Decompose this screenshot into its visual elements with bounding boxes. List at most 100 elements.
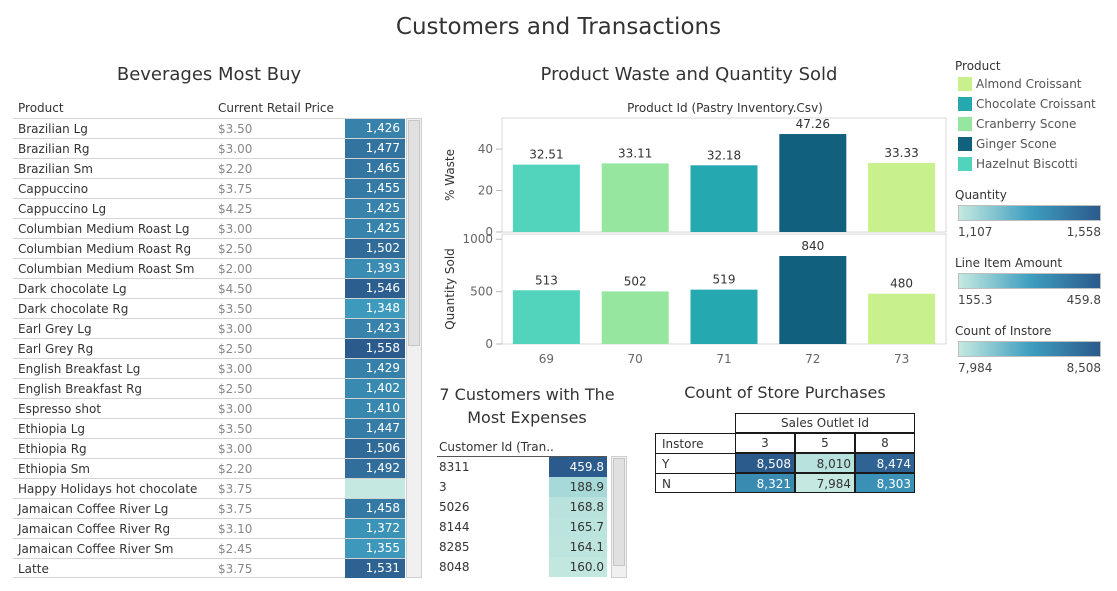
store-count-cell: 8,010 — [795, 453, 855, 473]
quantity-bar[interactable] — [601, 291, 669, 344]
beverage-price: $2.20 — [218, 462, 253, 476]
beverage-quantity-cell: 1,348 — [345, 299, 405, 318]
quantity-bar[interactable] — [868, 293, 936, 344]
beverage-price: $3.75 — [218, 502, 253, 516]
beverage-price: $4.50 — [218, 282, 253, 296]
beverage-price: $3.75 — [218, 182, 253, 196]
beverage-price: $3.50 — [218, 422, 253, 436]
beverage-price: $2.20 — [218, 162, 253, 176]
beverage-row: Happy Holidays hot chocolate $3.75 — [13, 478, 405, 498]
legend-product-label: Cranberry Scone — [976, 117, 1077, 131]
beverages-scroll-thumb[interactable] — [408, 120, 420, 346]
legend-instore-title: Count of Instore — [955, 324, 1052, 338]
beverage-price: $3.10 — [218, 522, 253, 536]
legend-product-label: Hazelnut Biscotti — [976, 157, 1078, 171]
beverage-quantity-cell: 1,402 — [345, 379, 405, 398]
beverage-quantity-cell: 1,458 — [345, 499, 405, 518]
legend-swatch — [958, 97, 972, 111]
customer-row: 5026 168.8 — [437, 497, 607, 517]
customer-id: 8311 — [439, 460, 470, 474]
store-outlet-id: 8 — [855, 433, 915, 453]
legend-instore-max: 8,508 — [1066, 361, 1101, 375]
beverage-name: Jamaican Coffee River Sm — [18, 542, 174, 556]
quantity-tick-label: 1000 — [462, 232, 493, 246]
waste-quantity-chart: % Waste 0 20 40 32.51 33.11 32.18 47.26 33.33 Qua… — [443, 117, 947, 366]
legend-product-label: Almond Croissant — [976, 77, 1082, 91]
beverage-row: Brazilian Sm $2.20 1,465 — [13, 158, 405, 178]
waste-bar[interactable] — [512, 164, 580, 232]
waste-bar[interactable] — [868, 162, 936, 232]
customer-row: 8311 459.8 — [437, 457, 607, 477]
quantity-bar-label: 502 — [624, 274, 647, 288]
quantity-bar-label: 513 — [535, 273, 558, 287]
customers-title-line2: Most Expenses — [467, 408, 587, 427]
waste-tick-label: 0 — [485, 225, 493, 239]
beverage-price: $2.00 — [218, 262, 253, 276]
beverage-price: $3.00 — [218, 442, 253, 456]
store-title: Count of Store Purchases — [684, 383, 886, 402]
beverage-row: English Breakfast Lg $3.00 1,429 — [13, 358, 405, 378]
legend-line-item-title: Line Item Amount — [955, 256, 1063, 270]
waste-bar-label: 47.26 — [796, 117, 830, 131]
quantity-bar-label: 840 — [801, 239, 824, 253]
customers-scroll-thumb[interactable] — [613, 458, 625, 566]
beverage-name: Brazilian Lg — [18, 122, 88, 136]
customer-row: 8285 164.1 — [437, 537, 607, 557]
legend-swatch — [958, 157, 972, 171]
beverage-quantity-cell: 1,393 — [345, 259, 405, 278]
beverages-col-price: Current Retail Price — [218, 101, 334, 115]
legend-quantity-ramp — [958, 205, 1101, 221]
beverage-name: Brazilian Sm — [18, 162, 93, 176]
beverage-quantity-cell: 1,447 — [345, 419, 405, 438]
beverage-row: Espresso shot $3.00 1,410 — [13, 398, 405, 418]
beverage-quantity-cell: 1,410 — [345, 399, 405, 418]
store-outlet-header: Sales Outlet Id — [735, 413, 915, 433]
quantity-bar[interactable] — [779, 256, 847, 344]
beverage-quantity-cell: 1,502 — [345, 239, 405, 258]
quantity-bar[interactable] — [690, 289, 758, 344]
beverage-row: Ethiopia Lg $3.50 1,447 — [13, 418, 405, 438]
beverage-row: Brazilian Lg $3.50 1,426 — [13, 118, 405, 138]
waste-tick-label: 20 — [478, 184, 493, 198]
beverage-name: Happy Holidays hot chocolate — [18, 482, 198, 496]
customer-amount-cell: 165.7 — [549, 517, 607, 537]
dashboard-title: Customers and Transactions — [395, 14, 722, 40]
beverage-quantity-cell: 1,423 — [345, 319, 405, 338]
customers-scrollbar[interactable] — [611, 456, 627, 578]
waste-bar[interactable] — [601, 163, 669, 232]
quantity-bar[interactable] — [512, 290, 580, 344]
beverage-name: Columbian Medium Roast Sm — [18, 262, 195, 276]
beverage-name: Columbian Medium Roast Rg — [18, 242, 192, 256]
waste-bar[interactable] — [779, 134, 847, 232]
beverage-row: Columbian Medium Roast Rg $2.50 1,502 — [13, 238, 405, 258]
beverage-price: $3.50 — [218, 302, 253, 316]
waste-chart-header: Product Id (Pastry Inventory.Csv) — [627, 101, 823, 115]
x-tick-label: 70 — [628, 352, 643, 366]
legend-swatch — [958, 77, 972, 91]
beverage-row: Latte $3.75 1,531 — [13, 558, 405, 578]
customer-amount-cell: 160.0 — [549, 557, 607, 577]
beverage-name: Columbian Medium Roast Lg — [18, 222, 190, 236]
quantity-axis-label: Quantity Sold — [443, 248, 457, 330]
beverage-price: $3.00 — [218, 322, 253, 336]
beverages-scrollbar[interactable] — [406, 118, 422, 578]
legend-product-label: Ginger Scone — [976, 137, 1057, 151]
beverages-table: Brazilian Lg $3.50 1,426 Brazilian Rg $3.00 1… — [13, 118, 405, 578]
beverage-name: Brazilian Rg — [18, 142, 90, 156]
customer-id: 8048 — [439, 560, 470, 574]
customers-title: 7 Customers with The Most Expenses — [432, 383, 622, 429]
store-count-cell: 8,508 — [735, 453, 795, 473]
legend-swatch — [958, 137, 972, 151]
beverage-price: $3.00 — [218, 222, 253, 236]
beverage-name: Cappuccino — [18, 182, 89, 196]
customer-amount-cell: 164.1 — [549, 537, 607, 557]
customer-row: 8144 165.7 — [437, 517, 607, 537]
beverage-name: Dark chocolate Lg — [18, 282, 127, 296]
legend-product-label: Chocolate Croissant — [976, 97, 1096, 111]
customer-id: 8285 — [439, 540, 470, 554]
store-outlet-id: 5 — [795, 433, 855, 453]
customer-id: 5026 — [439, 500, 470, 514]
customer-amount-cell: 188.9 — [549, 477, 607, 497]
beverage-quantity-cell: 1,531 — [345, 559, 405, 578]
waste-bar[interactable] — [690, 165, 758, 232]
